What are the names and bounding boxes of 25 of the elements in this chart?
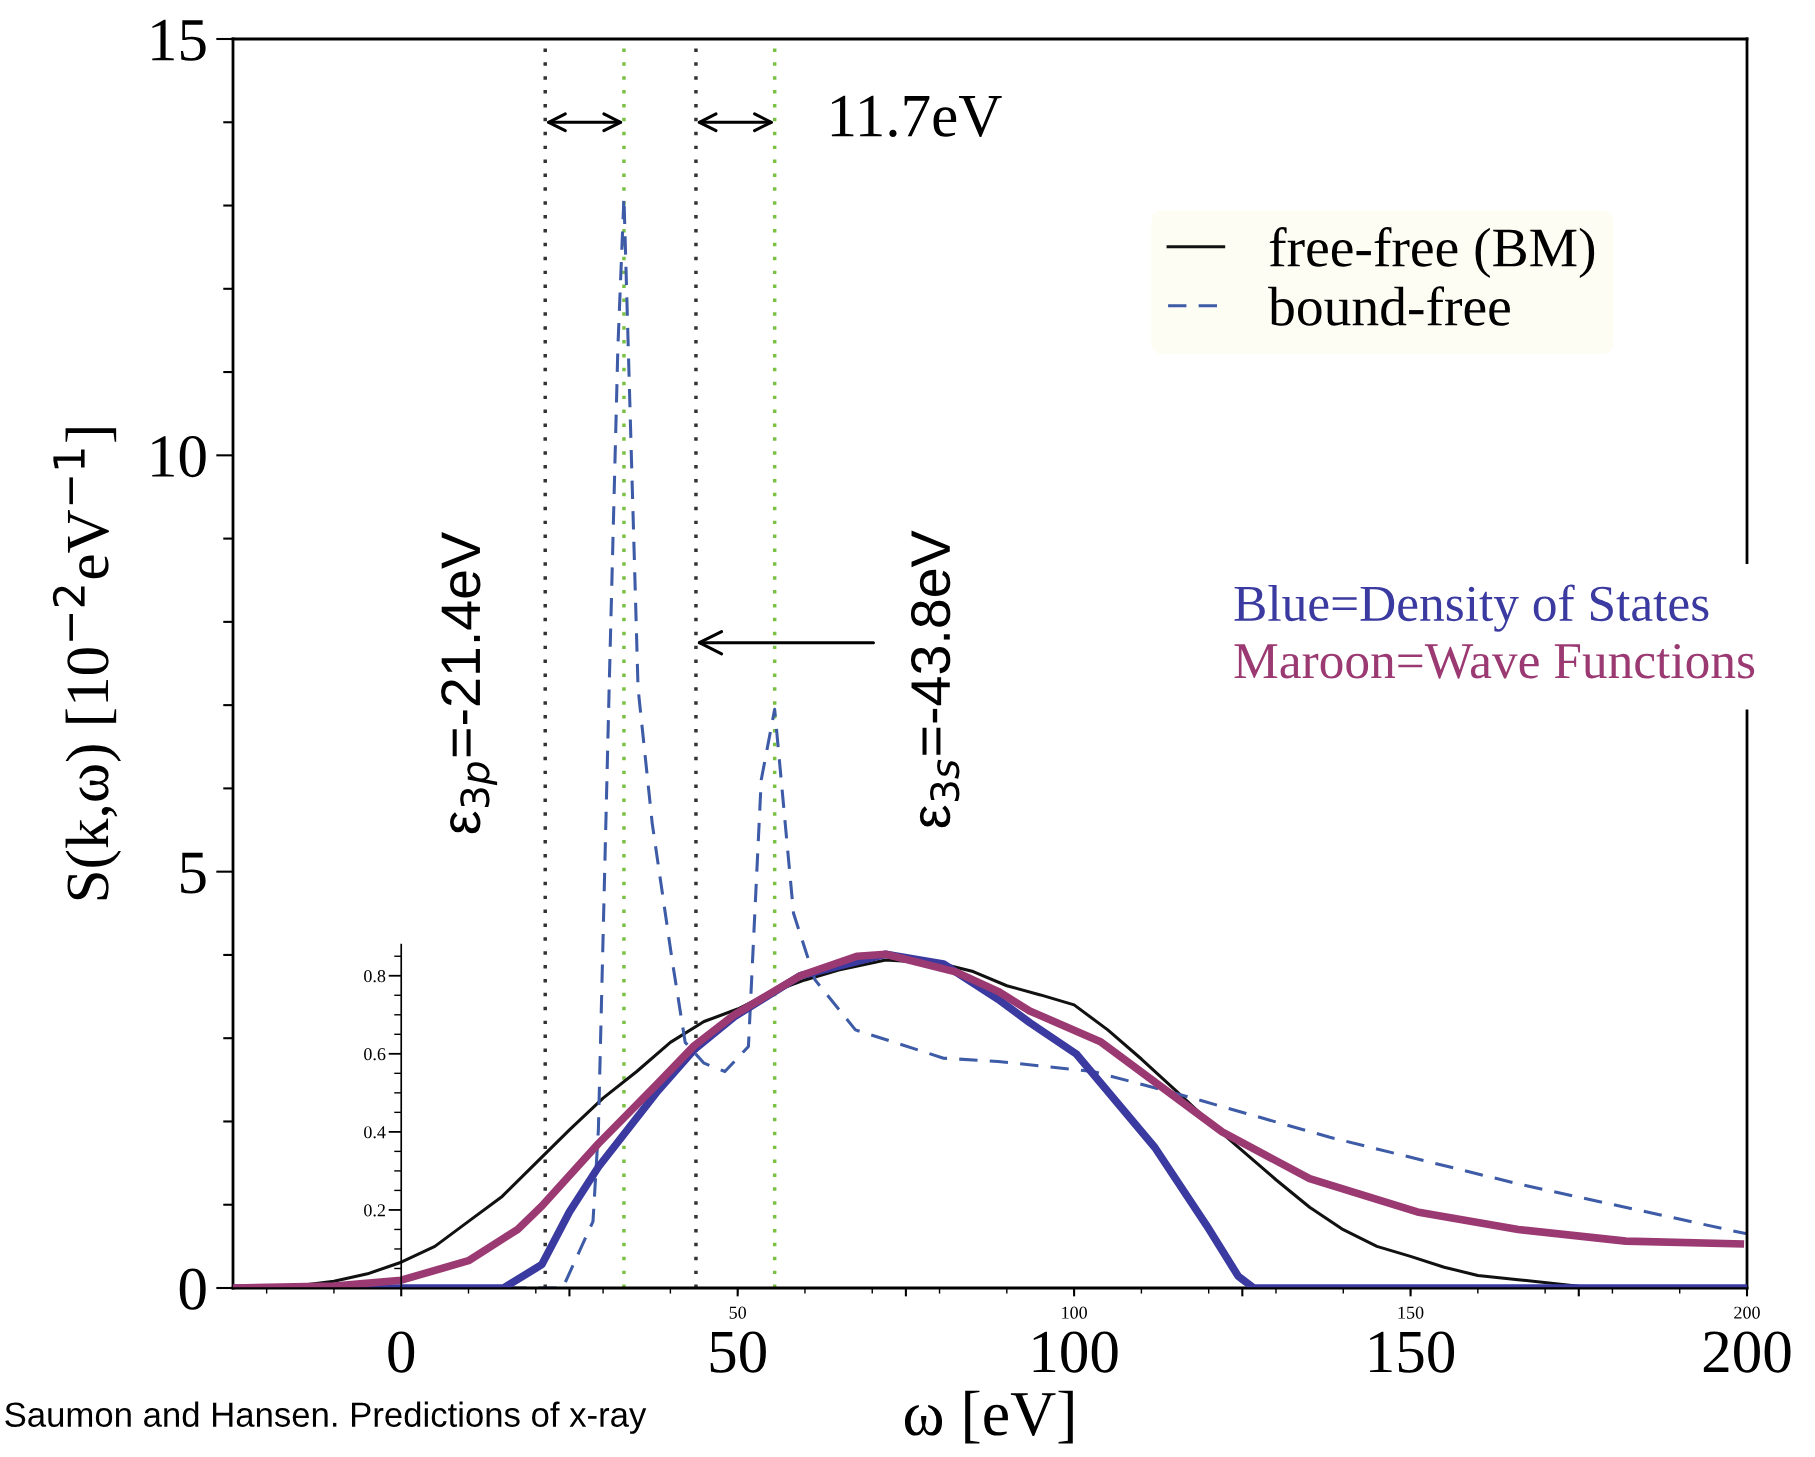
y-axis-title: S(k,ω) [10$^{−2}$eV$^{−1}$] bbox=[52, 428, 121, 900]
x-axis-title: ω [eV] bbox=[904, 1390, 1073, 1444]
y-tick-label: 0.2 bbox=[364, 1204, 385, 1217]
x-tick-label: 50 bbox=[729, 1306, 747, 1319]
x-tick-label: 150 bbox=[1370, 1331, 1455, 1373]
y-tick-label: 0.6 bbox=[364, 1048, 386, 1061]
legend-label: free-free (BM) bbox=[1269, 227, 1595, 279]
annotation: 11.7eV bbox=[831, 95, 1002, 138]
y-tick-label: 0.8 bbox=[364, 970, 386, 983]
x-tick-label: 100 bbox=[1033, 1331, 1118, 1373]
annotation: ε$_{3p}$=-21.4eV bbox=[441, 532, 498, 834]
x-tick-label: 200 bbox=[1703, 1331, 1791, 1373]
y-tick-label: 10 bbox=[152, 435, 206, 478]
x-tick-label: 150 bbox=[1398, 1306, 1424, 1319]
x-tick-label: 50 bbox=[710, 1331, 766, 1373]
x-tick-label: 200 bbox=[1734, 1306, 1760, 1319]
x-tick-label: 100 bbox=[1062, 1306, 1087, 1319]
y-tick-label: 5 bbox=[181, 852, 206, 894]
text: Saumon and Hansen. Predictions of x-ray bbox=[5, 1401, 647, 1434]
legend-label: bound-free bbox=[1268, 286, 1510, 326]
annotation: ε$_{3s}$=-43.8eV bbox=[910, 530, 960, 828]
y-tick-label: 15 bbox=[152, 19, 206, 61]
text: Blue=Density of States bbox=[1234, 584, 1709, 632]
y-tick-label: 0.4 bbox=[364, 1126, 386, 1139]
text: Maroon=Wave Functions bbox=[1234, 643, 1755, 679]
